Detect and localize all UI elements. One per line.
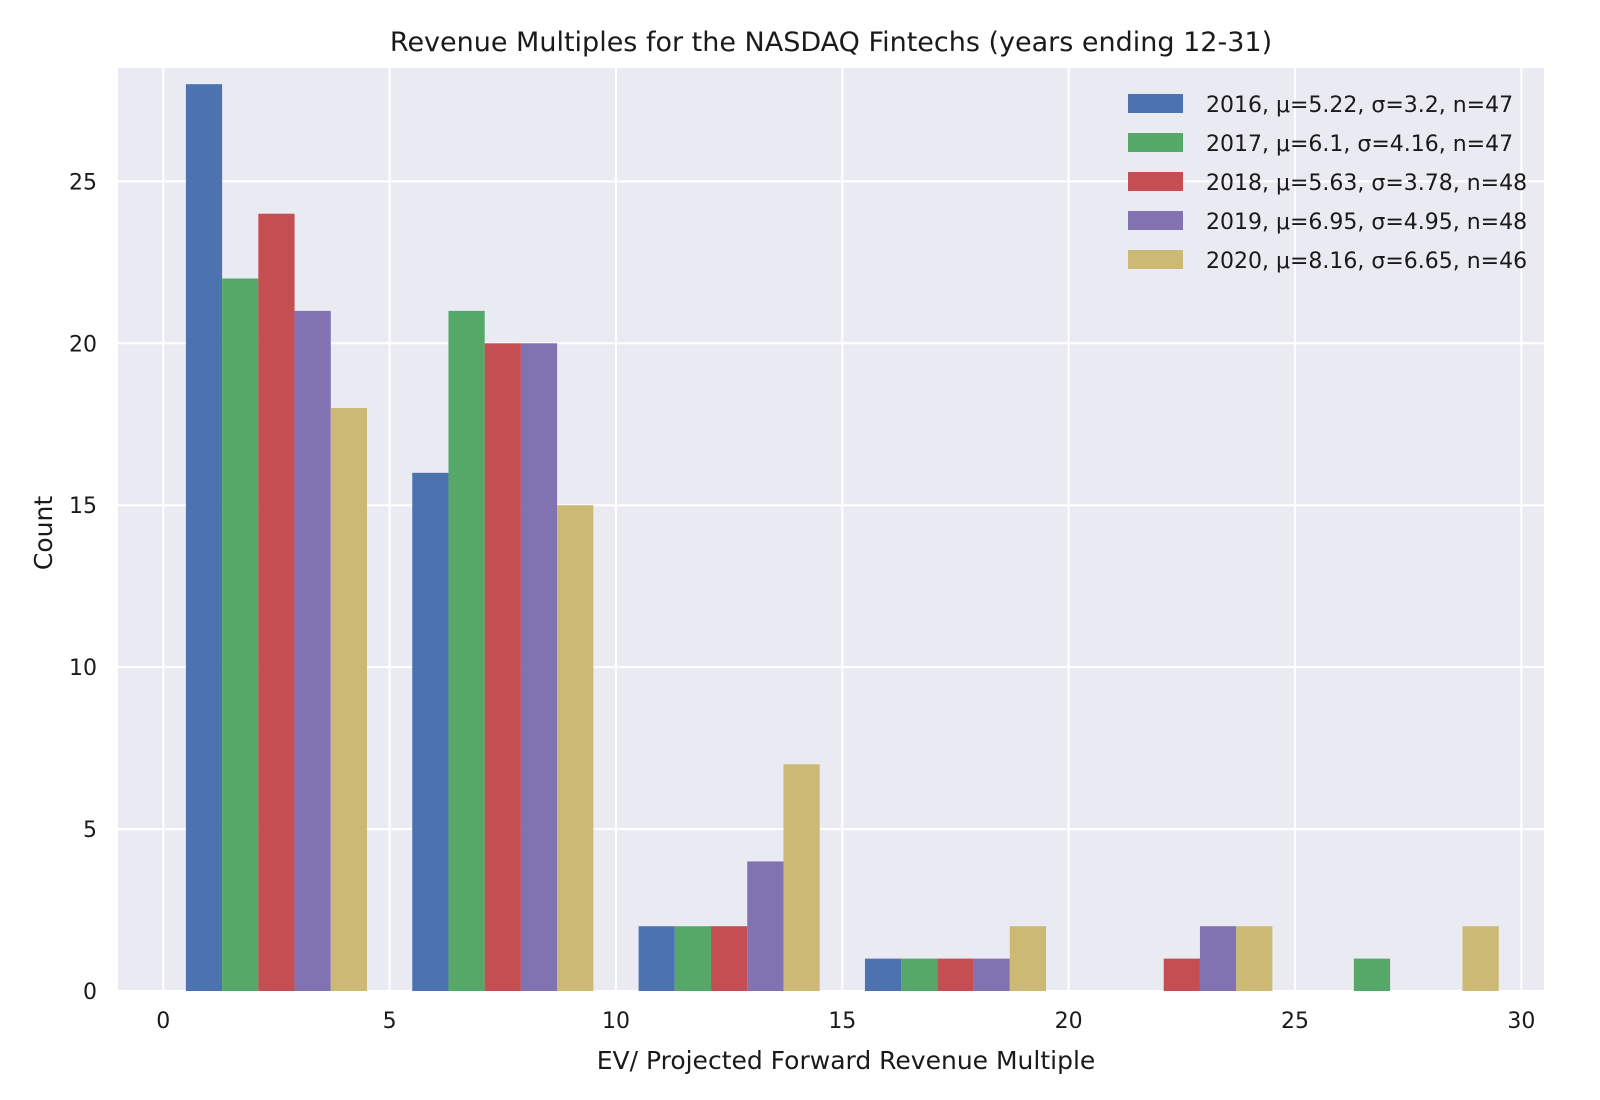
bar-2019-bin-2 bbox=[520, 343, 558, 991]
legend-swatch-2019 bbox=[1128, 211, 1183, 230]
legend-label-2018: 2018, μ=5.63, σ=3.78, n=48 bbox=[1206, 171, 1527, 196]
bar-2019-bin-5 bbox=[1199, 926, 1237, 991]
legend: 2016, μ=5.22, σ=3.2, n=47 2017, μ=6.1, σ=… bbox=[1128, 93, 1527, 274]
bar-2018-bin-4 bbox=[937, 958, 974, 991]
y-tick-label: 15 bbox=[69, 494, 97, 519]
bar-2020-bin-4 bbox=[1009, 926, 1047, 991]
y-tick-label: 25 bbox=[69, 170, 97, 195]
x-tick-label: 10 bbox=[602, 1009, 630, 1034]
bar-2016-bin-2 bbox=[412, 472, 449, 991]
bar-2018-bin-5 bbox=[1163, 958, 1200, 991]
legend-label-2020: 2020, μ=8.16, σ=6.65, n=46 bbox=[1206, 249, 1527, 274]
x-tick-label: 5 bbox=[383, 1009, 397, 1034]
bar-2020-bin-1 bbox=[330, 408, 367, 992]
bar-2020-bin-6 bbox=[1462, 926, 1499, 991]
x-tick-label: 30 bbox=[1507, 1009, 1535, 1034]
bar-2017-bin-1 bbox=[222, 278, 259, 991]
y-axis-label: Count bbox=[29, 496, 58, 570]
bar-2016-bin-3 bbox=[638, 926, 675, 991]
x-tick-label: 0 bbox=[156, 1009, 170, 1034]
bar-2017-bin-3 bbox=[674, 926, 712, 991]
bar-2020-bin-3 bbox=[783, 764, 820, 991]
bar-2019-bin-4 bbox=[973, 958, 1010, 991]
x-tick-label: 15 bbox=[828, 1009, 856, 1034]
bar-2018-bin-2 bbox=[484, 343, 521, 991]
y-tick-label: 0 bbox=[83, 980, 97, 1005]
bar-2018-bin-3 bbox=[711, 926, 748, 991]
bar-2018-bin-1 bbox=[258, 213, 295, 992]
y-tick-label: 10 bbox=[69, 656, 97, 681]
legend-swatch-2020 bbox=[1128, 250, 1183, 269]
legend-label-2019: 2019, μ=6.95, σ=4.95, n=48 bbox=[1206, 210, 1527, 235]
bar-2017-bin-4 bbox=[901, 958, 938, 991]
bar-2017-bin-6 bbox=[1353, 958, 1391, 991]
y-tick-label: 20 bbox=[69, 332, 97, 357]
y-tick-label: 5 bbox=[83, 818, 97, 843]
x-tick-label: 20 bbox=[1055, 1009, 1083, 1034]
legend-label-2017: 2017, μ=6.1, σ=4.16, n=47 bbox=[1206, 132, 1513, 157]
bar-2016-bin-4 bbox=[864, 958, 902, 991]
legend-swatch-2018 bbox=[1128, 172, 1183, 191]
bar-2019-bin-3 bbox=[747, 861, 784, 991]
bar-2016-bin-1 bbox=[185, 84, 223, 991]
chart-title: Revenue Multiples for the NASDAQ Fintech… bbox=[390, 27, 1272, 58]
x-tick-label: 25 bbox=[1281, 1009, 1309, 1034]
legend-swatch-2016 bbox=[1128, 94, 1183, 113]
bars bbox=[185, 84, 1499, 992]
legend-label-2016: 2016, μ=5.22, σ=3.2, n=47 bbox=[1206, 93, 1513, 118]
legend-swatch-2017 bbox=[1128, 133, 1183, 152]
bar-2020-bin-2 bbox=[557, 505, 594, 991]
x-axis-label: EV/ Projected Forward Revenue Multiple bbox=[597, 1046, 1096, 1075]
bar-2017-bin-2 bbox=[448, 310, 485, 991]
bar-2020-bin-5 bbox=[1236, 926, 1273, 991]
bar-2019-bin-1 bbox=[294, 310, 331, 991]
tick-labels: 0 5 10 15 20 25 30 0 5 10 15 20 25 bbox=[69, 170, 1535, 1034]
